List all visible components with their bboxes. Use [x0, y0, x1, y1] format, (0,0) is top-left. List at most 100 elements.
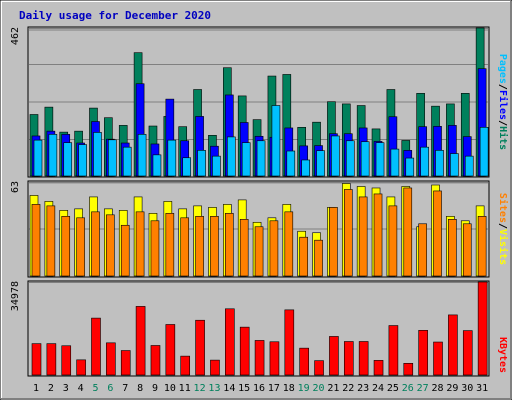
- x-tick-label: 28: [431, 383, 443, 394]
- bar-kbytes-day-7: [120, 350, 131, 376]
- bar-kbytes-day-30: [462, 330, 473, 376]
- bar-kbytes-day-27: [418, 330, 428, 376]
- bar-kbytes-day-17: [269, 341, 280, 376]
- bar-sites-day-31: [477, 216, 487, 277]
- x-tick-label: 23: [357, 383, 369, 394]
- bar-kbytes-day-18: [284, 309, 295, 376]
- bar-sites-day-6: [106, 214, 115, 277]
- bar-pages-day-24: [375, 142, 385, 177]
- y-max-label: 34978: [10, 281, 21, 311]
- x-tick-label: 10: [164, 383, 176, 394]
- bar-pages-day-28: [435, 150, 444, 177]
- bar-kbytes-day-10: [165, 324, 176, 376]
- bar-sites-day-24: [373, 193, 383, 277]
- legend-visits-sites: Sites/Visits: [497, 193, 509, 265]
- x-tick-label: 14: [223, 383, 235, 394]
- bar-kbytes-day-14: [225, 308, 235, 376]
- x-tick-label: 21: [327, 383, 339, 394]
- bar-kbytes-day-19: [299, 347, 309, 376]
- bar-pages-day-13: [212, 155, 221, 177]
- bar-sites-day-12: [195, 216, 204, 277]
- bar-pages-day-17: [271, 105, 281, 177]
- legend-item: Files: [497, 90, 509, 120]
- bar-pages-day-3: [63, 142, 73, 177]
- x-tick-label: 30: [461, 383, 473, 394]
- legend-item: KBytes: [497, 337, 508, 373]
- x-tick-label: 8: [137, 383, 143, 394]
- bar-sites-day-1: [31, 204, 41, 277]
- x-tick-label: 7: [122, 383, 128, 394]
- bar-sites-day-28: [433, 190, 442, 277]
- bar-kbytes-day-29: [448, 314, 458, 376]
- x-tick-label: 11: [179, 383, 191, 394]
- bar-sites-day-17: [269, 220, 279, 277]
- bar-sites-day-11: [180, 217, 190, 277]
- bar-sites-day-21: [329, 207, 338, 277]
- bar-kbytes-day-12: [195, 319, 205, 376]
- bar-pages-day-27: [420, 146, 429, 177]
- bar-sites-day-4: [76, 217, 85, 277]
- bar-pages-day-30: [464, 155, 474, 177]
- x-tick-label: 9: [152, 383, 158, 394]
- bar-pages-day-9: [152, 154, 162, 177]
- legend-item: /: [497, 120, 508, 126]
- x-tick-label: 22: [342, 383, 354, 394]
- bar-pages-day-16: [256, 140, 266, 177]
- bar-pages-day-31: [479, 127, 489, 177]
- bar-kbytes-day-25: [388, 325, 399, 376]
- y-max-label: 462: [10, 27, 21, 45]
- bar-pages-day-5: [93, 132, 102, 177]
- legend-item: /: [497, 223, 508, 229]
- bar-pages-day-11: [182, 157, 192, 177]
- panel-kbytes: 34978 KBytes: [10, 280, 508, 377]
- bar-pages-day-8: [137, 134, 147, 177]
- bar-pages-day-22: [345, 140, 355, 177]
- bar-sites-day-30: [462, 223, 472, 277]
- bar-sites-day-19: [299, 236, 308, 277]
- bar-sites-day-26: [403, 187, 413, 277]
- bar-sites-day-9: [150, 220, 160, 277]
- bar-sites-day-22: [343, 189, 353, 277]
- bar-kbytes-day-6: [106, 342, 116, 376]
- x-tick-label: 15: [238, 383, 250, 394]
- bar-kbytes-day-5: [91, 317, 101, 376]
- bar-kbytes-day-28: [433, 341, 443, 376]
- bar-pages-day-2: [48, 134, 58, 177]
- bar-sites-day-18: [284, 211, 294, 277]
- bar-pages-day-6: [108, 139, 117, 177]
- x-tick-label: 18: [283, 383, 295, 394]
- x-axis-labels: 1 2 3 4 5 6 7 8 9 10 11 12 13 14 15 16 17 18 19 20 21 22 23 24 2…: [33, 383, 488, 394]
- bar-pages-day-25: [390, 148, 400, 177]
- bar-pages-day-14: [227, 136, 236, 177]
- x-tick-label: 6: [107, 383, 113, 394]
- x-tick-label: 29: [446, 383, 458, 394]
- x-tick-label: 26: [402, 383, 414, 394]
- x-tick-label: 27: [417, 383, 429, 394]
- bar-sites-day-10: [165, 213, 175, 277]
- legend-hits-files-pages: Pages/Files/Hits: [497, 54, 509, 150]
- bar-sites-day-13: [210, 216, 219, 277]
- bar-kbytes-day-22: [343, 341, 354, 376]
- panels: 462Pages/Files/Hits63Sites/Visits34978KB…: [10, 26, 509, 377]
- bar-kbytes-day-3: [61, 345, 72, 376]
- x-tick-label: 12: [194, 383, 206, 394]
- bar-kbytes-day-2: [46, 343, 57, 376]
- bar-kbytes-day-31: [477, 281, 488, 376]
- bar-pages-day-10: [167, 139, 177, 177]
- legend-kbytes: KBytes: [497, 337, 508, 373]
- bar-kbytes-day-4: [76, 359, 86, 376]
- bar-pages-day-18: [286, 150, 296, 177]
- x-tick-label: 5: [92, 383, 98, 394]
- x-tick-label: 31: [476, 383, 488, 394]
- legend-item: Pages: [497, 54, 508, 84]
- bar-sites-day-14: [225, 213, 234, 277]
- legend-item: Hits: [497, 126, 509, 150]
- bar-pages-day-4: [78, 144, 87, 177]
- x-tick-label: 4: [78, 383, 84, 394]
- legend-item: Visits: [497, 229, 509, 265]
- bar-pages-day-20: [316, 150, 325, 177]
- legend-item: /: [497, 84, 508, 90]
